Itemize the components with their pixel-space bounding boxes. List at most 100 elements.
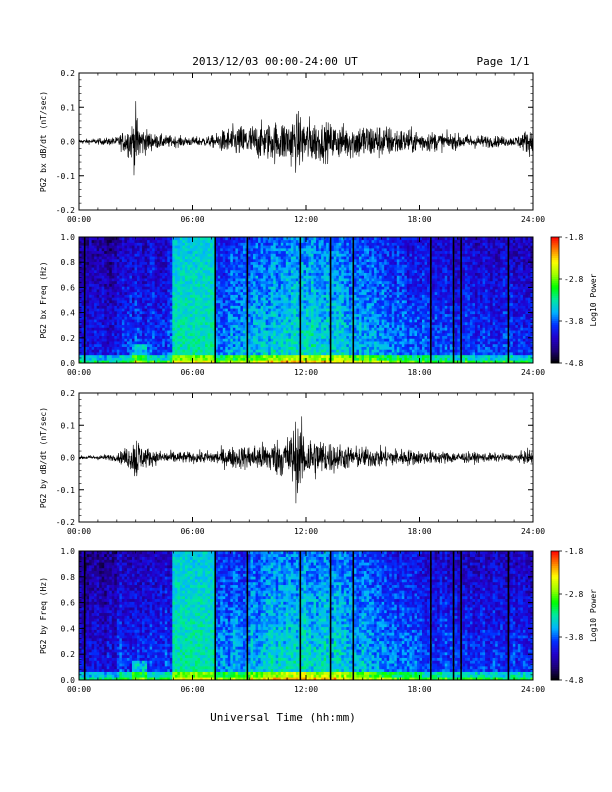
spectrogram-cell <box>192 321 196 326</box>
spectrogram-cell <box>210 330 214 334</box>
spectrogram-cell <box>308 269 312 274</box>
spectrogram-cell <box>210 264 214 268</box>
spectrogram-cell <box>318 302 322 306</box>
spectrogram-cell <box>114 343 118 347</box>
spectrogram-cell <box>159 245 163 249</box>
spectrogram-cell <box>101 316 105 320</box>
spectrogram-cell <box>265 272 269 276</box>
spectrogram-cell <box>147 267 151 271</box>
spectrogram-cell <box>212 316 216 320</box>
spectrogram-cell <box>242 283 246 287</box>
spectrogram-cell <box>306 297 309 301</box>
spectrogram-cell <box>89 338 93 342</box>
spectrogram-cell <box>326 258 330 263</box>
spectrogram-cell <box>235 357 239 361</box>
spectrogram-cell <box>290 352 294 356</box>
spectrogram-cell <box>333 267 337 271</box>
spectrogram-cell <box>311 289 314 293</box>
spectrogram-cell <box>210 343 214 347</box>
spectrogram-cell <box>290 327 294 331</box>
spectrogram-cell <box>273 341 277 345</box>
spectrogram-cell <box>273 310 277 315</box>
spectrogram-cell <box>99 300 103 304</box>
spectrogram-cell <box>89 289 93 293</box>
spectrogram-cell <box>227 247 231 252</box>
spectrogram-cell <box>280 302 284 306</box>
spectrogram-cell <box>265 341 269 345</box>
spectrogram-cell <box>144 297 148 301</box>
spectrogram-cell <box>210 332 214 337</box>
spectrogram-cell <box>222 272 226 276</box>
spectrogram-cell <box>210 349 214 353</box>
spectrogram-cell <box>210 239 214 243</box>
spectrogram-cell <box>275 256 279 260</box>
spectrogram-cell <box>205 258 209 263</box>
spectrogram-cell <box>124 319 128 323</box>
spectrogram-cell <box>220 278 224 282</box>
spectrogram-cell <box>182 319 186 323</box>
spectrogram-cell <box>96 308 100 312</box>
spectrogram-cell <box>235 352 239 356</box>
spectrogram-cell <box>139 313 143 317</box>
spectrogram-cell <box>207 360 211 364</box>
spectrogram-cell <box>275 278 279 282</box>
spectrogram-cell <box>109 283 113 287</box>
spectrogram-cell <box>313 253 317 257</box>
spectrogram-cell <box>205 332 209 337</box>
spectrogram-cell <box>326 289 330 293</box>
spectrogram-cell <box>316 291 320 295</box>
spectrogram-cell <box>114 239 118 243</box>
spectrogram-cell <box>106 300 110 304</box>
spectrogram-cell <box>303 239 307 243</box>
spectrogram-cell <box>232 357 236 361</box>
spectrogram-cell <box>308 327 312 331</box>
spectrogram-cell <box>197 237 201 241</box>
spectrogram-cell <box>154 354 158 358</box>
spectrogram-cell <box>225 289 229 293</box>
spectrogram-cell <box>295 349 299 353</box>
spectrogram-cell <box>212 269 216 274</box>
spectrogram-cell <box>306 360 309 364</box>
spectrogram-cell <box>306 275 309 279</box>
spectrogram-cell <box>326 267 330 271</box>
spectrogram-cell <box>222 343 226 347</box>
spectrogram-cell <box>333 360 337 364</box>
spectrogram-cell <box>86 352 90 356</box>
spectrogram-cell <box>220 267 224 271</box>
spectrogram-cell <box>212 286 216 290</box>
spectrogram-cell <box>187 310 191 315</box>
spectrogram-cell <box>306 267 309 271</box>
spectrogram-cell <box>275 294 279 298</box>
spectrogram-cell <box>126 261 130 265</box>
spectrogram-cell <box>278 349 282 353</box>
spectrogram-cell <box>318 360 322 364</box>
spectrogram-cell <box>179 237 183 241</box>
spectrogram-cell <box>273 332 277 337</box>
spectrogram-cell <box>106 332 110 337</box>
spectrogram-cell <box>323 321 327 326</box>
spectrogram-cell <box>240 253 244 257</box>
spectrogram-cell <box>225 349 229 353</box>
spectrogram-cell <box>333 264 337 268</box>
spectrogram-cell <box>220 357 224 361</box>
spectrogram-cell <box>321 239 325 243</box>
spectrogram-cell <box>119 349 123 353</box>
spectrogram-cell <box>230 324 234 328</box>
spectrogram-cell <box>285 341 289 345</box>
spectrogram-cell <box>343 349 347 353</box>
spectrogram-cell <box>164 283 168 287</box>
spectrogram-cell <box>326 253 330 257</box>
spectrogram-cell <box>177 308 181 312</box>
spectrogram-cell <box>210 272 214 276</box>
spectrogram-cell <box>323 283 327 287</box>
spectrogram-cell <box>227 294 231 298</box>
spectrogram-cell <box>164 264 168 268</box>
spectrogram-cell <box>172 316 176 320</box>
spectrogram-cell <box>306 341 309 345</box>
spectrogram-cell <box>187 245 191 249</box>
spectrogram-cell <box>187 305 191 309</box>
spectrogram-cell <box>187 343 191 347</box>
spectrogram-cell <box>200 267 203 271</box>
spectrogram-cell <box>323 330 327 334</box>
spectrogram-cell <box>326 264 330 268</box>
